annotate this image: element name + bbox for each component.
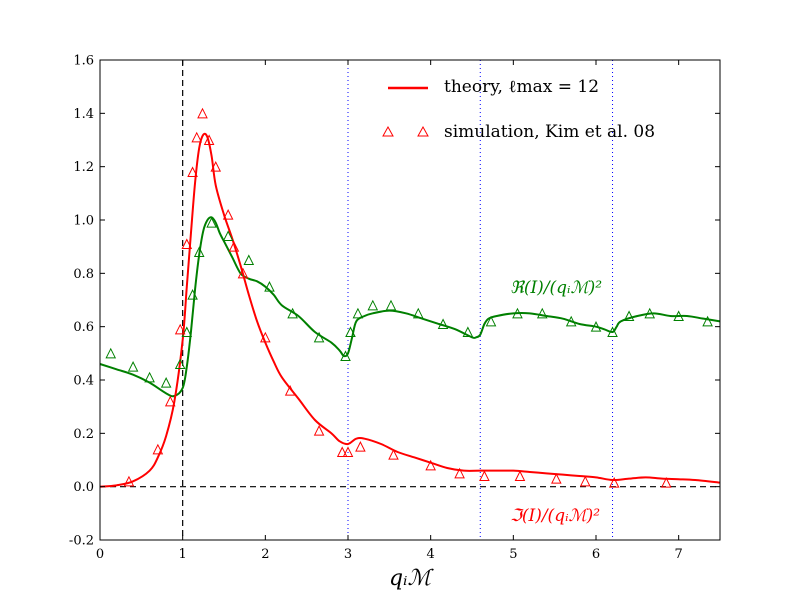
marker-simulation-imaginary-part-27 xyxy=(660,477,672,488)
marker-simulation-imaginary-part-1 xyxy=(152,443,164,455)
x-tick-label-1: 1 xyxy=(179,547,187,562)
x-tick-label-4: 4 xyxy=(427,547,435,562)
ticks-group: 0 1 2 3 4 5 6 7 -0.2 0.0 0.2 0.4 0.6 0.8 1.0 1.2 1.4 1.6 xyxy=(69,54,720,562)
marker-simulation-imaginary-part-17 xyxy=(342,446,354,457)
x-axis-label: qᵢℳ xyxy=(389,566,435,591)
x-tick-label-0: 0 xyxy=(96,547,104,562)
marker-simulation-imaginary-part-11 xyxy=(228,241,240,252)
marker-simulation-real-part-13 xyxy=(313,331,325,343)
marker-simulation-imaginary-part-6 xyxy=(191,131,203,143)
marker-simulation-real-part-23 xyxy=(512,307,523,319)
marker-simulation-real-part-29 xyxy=(644,307,656,319)
marker-simulation-imaginary-part-0 xyxy=(123,475,135,487)
y-tick-label-4: 0.6 xyxy=(73,320,94,335)
marker-simulation-imaginary-part-16 xyxy=(336,446,348,457)
annotation-real-part: ℜ(I)/(qᵢℳ)² xyxy=(510,278,602,298)
marker-simulation-real-part-12 xyxy=(287,307,298,319)
marker-simulation-imaginary-part-15 xyxy=(313,425,325,436)
x-tick-label-2: 2 xyxy=(261,547,269,562)
marker-simulation-real-part-24 xyxy=(536,307,548,319)
marker-simulation-imaginary-part-12 xyxy=(237,267,249,279)
annotation-imag-part: ℑ(I)/(qᵢℳ)² xyxy=(510,506,600,526)
plot-frame xyxy=(99,59,721,541)
y-tick-label-6: 1.0 xyxy=(73,214,94,229)
marker-simulation-imaginary-part-21 xyxy=(454,467,465,479)
marker-simulation-imaginary-part-10 xyxy=(222,209,234,220)
y-tick-label-8: 1.4 xyxy=(73,107,94,122)
series-line-theory-imaginary-part xyxy=(99,132,721,488)
marker-simulation-real-part-16 xyxy=(352,307,364,319)
marker-simulation-real-part-7 xyxy=(193,246,205,257)
marker-simulation-real-part-25 xyxy=(565,315,577,327)
marker-simulation-imaginary-part-9 xyxy=(210,161,222,172)
marker-simulation-real-part-30 xyxy=(673,310,684,321)
marker-simulation-real-part-19 xyxy=(412,307,424,319)
marker-simulation-real-part-17 xyxy=(367,299,379,311)
marker-simulation-real-part-5 xyxy=(181,326,193,337)
marker-simulation-imaginary-part-7 xyxy=(197,107,208,119)
marker-simulation-real-part-9 xyxy=(222,230,234,241)
marker-simulation-real-part-26 xyxy=(590,321,602,332)
marker-simulation-real-part-4 xyxy=(174,358,186,369)
marker-simulation-imaginary-part-24 xyxy=(551,473,562,484)
marker-simulation-real-part-22 xyxy=(485,315,497,327)
legend-label-simulation: simulation, Kim et al. 08 xyxy=(444,122,655,142)
legend-label-theory: theory, ℓmax = 12 xyxy=(444,77,599,97)
marker-simulation-imaginary-part-20 xyxy=(425,459,436,471)
marker-simulation-real-part-0 xyxy=(105,347,117,359)
marker-simulation-imaginary-part-8 xyxy=(203,134,215,145)
y-tick-label-5: 0.8 xyxy=(73,267,94,282)
marker-simulation-imaginary-part-2 xyxy=(164,395,176,407)
marker-simulation-imaginary-part-26 xyxy=(608,477,620,488)
y-tick-label-7: 1.2 xyxy=(73,160,94,175)
series-line-theory-real-part xyxy=(99,216,721,398)
y-tick-label-2: 0.2 xyxy=(73,427,94,442)
legend: theory, ℓmax = 12 simulation, Kim et al.… xyxy=(382,77,655,142)
marker-simulation-real-part-3 xyxy=(160,377,172,388)
marker-simulation-real-part-27 xyxy=(607,326,618,337)
x-tick-label-7: 7 xyxy=(675,547,683,562)
x-tick-label-5: 5 xyxy=(509,547,517,562)
marker-simulation-imaginary-part-23 xyxy=(514,470,526,481)
series-group xyxy=(99,132,721,488)
marker-simulation-real-part-21 xyxy=(462,326,474,337)
marker-simulation-imaginary-part-14 xyxy=(284,385,296,396)
marker-simulation-imaginary-part-3 xyxy=(174,323,186,335)
y-tick-label-0: -0.2 xyxy=(69,534,94,549)
y-tick-label-3: 0.4 xyxy=(73,374,94,389)
marker-simulation-real-part-28 xyxy=(623,310,635,321)
y-tick-label-1: 0.0 xyxy=(73,480,94,495)
marker-simulation-real-part-2 xyxy=(144,371,155,383)
reference-lines xyxy=(100,60,720,540)
marker-simulation-real-part-20 xyxy=(437,318,449,329)
x-tick-label-3: 3 xyxy=(344,547,352,562)
marker-simulation-real-part-6 xyxy=(187,289,198,300)
marker-simulation-real-part-15 xyxy=(345,326,356,337)
y-tick-label-9: 1.6 xyxy=(73,54,94,69)
legend-marker-swatch-1 xyxy=(382,125,394,137)
marker-simulation-real-part-8 xyxy=(206,217,217,228)
marker-simulation-real-part-14 xyxy=(340,350,351,361)
marker-simulation-imaginary-part-5 xyxy=(187,166,198,177)
marker-simulation-real-part-18 xyxy=(385,299,397,311)
legend-marker-swatch-2 xyxy=(417,125,429,137)
marker-simulation-imaginary-part-13 xyxy=(260,331,271,343)
marker-simulation-real-part-10 xyxy=(243,254,255,265)
markers-group xyxy=(105,107,713,488)
marker-simulation-real-part-31 xyxy=(702,315,713,327)
x-tick-label-6: 6 xyxy=(592,547,600,562)
marker-simulation-imaginary-part-4 xyxy=(181,238,193,249)
marker-simulation-imaginary-part-22 xyxy=(479,470,490,481)
marker-simulation-imaginary-part-19 xyxy=(388,449,399,460)
marker-simulation-imaginary-part-18 xyxy=(355,441,366,452)
marker-simulation-real-part-1 xyxy=(127,361,139,372)
marker-simulation-imaginary-part-25 xyxy=(579,475,591,487)
marker-simulation-real-part-11 xyxy=(264,281,275,292)
